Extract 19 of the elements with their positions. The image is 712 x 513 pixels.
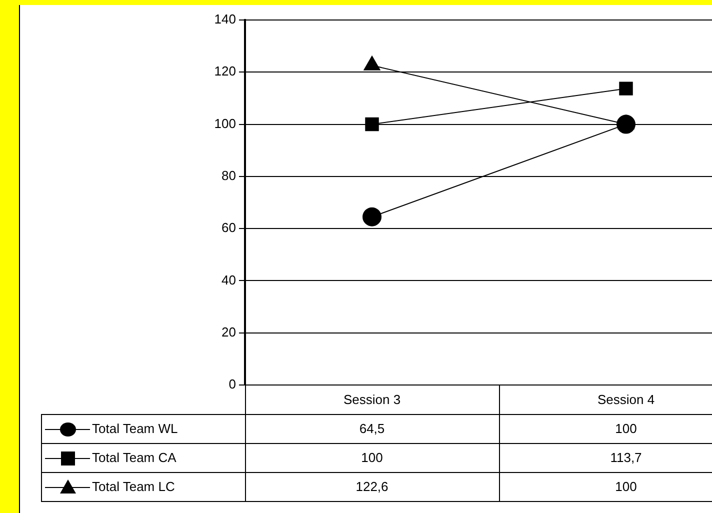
y-tick-label: 100	[214, 116, 236, 131]
data-label: 113,7	[610, 450, 642, 466]
x-tick-label: Session 4	[597, 392, 655, 408]
data-label: 122,6	[356, 479, 388, 494]
y-tick-label: 60	[222, 220, 236, 236]
legend-label: Total Team CA	[92, 450, 177, 466]
legend-label: Total Team WL	[92, 421, 178, 436]
legend-label: Total Team LC	[92, 479, 175, 494]
data-label: 100	[615, 421, 637, 436]
y-tick-label: 80	[222, 168, 236, 184]
y-tick-label: 120	[214, 64, 236, 79]
data-label: 100	[361, 450, 383, 466]
data-label: 100	[615, 479, 637, 494]
y-tick-label: 40	[222, 272, 236, 288]
y-tick-label: 0	[228, 376, 236, 392]
data-label: 64,5	[359, 421, 385, 436]
y-tick-label: 20	[222, 324, 236, 340]
x-tick-label: Session 3	[343, 392, 401, 408]
y-tick-label: 140	[214, 12, 236, 27]
